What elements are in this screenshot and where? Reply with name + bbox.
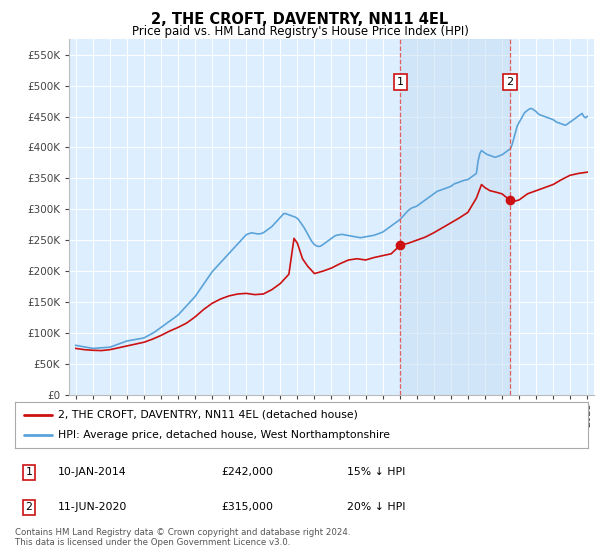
Text: 2: 2	[506, 77, 513, 87]
Text: 1: 1	[397, 77, 404, 87]
Text: £315,000: £315,000	[221, 502, 273, 512]
Text: £242,000: £242,000	[221, 467, 273, 477]
Text: 20% ↓ HPI: 20% ↓ HPI	[347, 502, 406, 512]
Text: Contains HM Land Registry data © Crown copyright and database right 2024.
This d: Contains HM Land Registry data © Crown c…	[15, 528, 350, 547]
Text: HPI: Average price, detached house, West Northamptonshire: HPI: Average price, detached house, West…	[58, 430, 390, 440]
Bar	[400, 39, 509, 395]
Text: Price paid vs. HM Land Registry's House Price Index (HPI): Price paid vs. HM Land Registry's House …	[131, 25, 469, 38]
Text: 1: 1	[25, 467, 32, 477]
Text: 2, THE CROFT, DAVENTRY, NN11 4EL (detached house): 2, THE CROFT, DAVENTRY, NN11 4EL (detach…	[58, 410, 358, 420]
Text: 2, THE CROFT, DAVENTRY, NN11 4EL: 2, THE CROFT, DAVENTRY, NN11 4EL	[151, 12, 449, 27]
Text: 2: 2	[25, 502, 32, 512]
Text: 11-JUN-2020: 11-JUN-2020	[58, 502, 127, 512]
Text: 10-JAN-2014: 10-JAN-2014	[58, 467, 127, 477]
Text: 15% ↓ HPI: 15% ↓ HPI	[347, 467, 406, 477]
